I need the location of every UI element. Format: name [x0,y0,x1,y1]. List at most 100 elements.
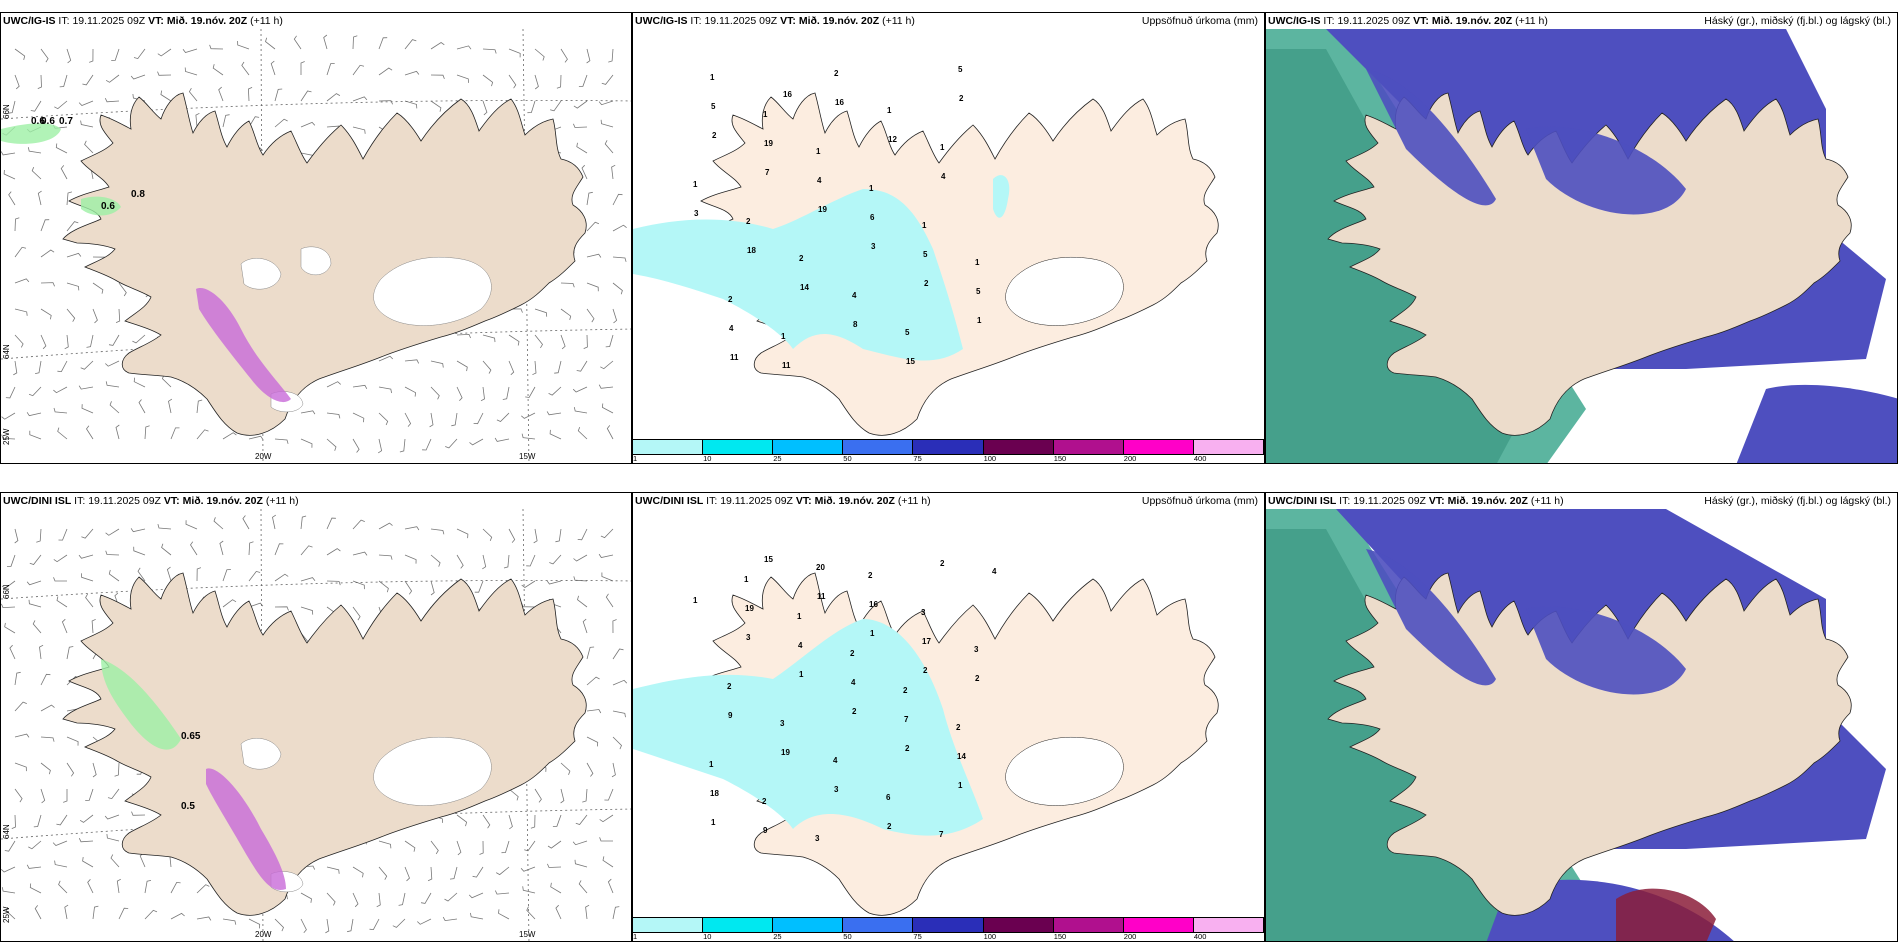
precip-shading [633,175,1010,361]
glaciers [1005,736,1124,806]
precip-value: 2 [868,571,873,580]
precip-value: 2 [923,666,928,675]
precip-value: 3 [746,633,751,642]
cloud-map [1266,509,1897,941]
precip-value: 1 [977,316,982,325]
wind-value-label: 0.8 [131,189,145,200]
wind-value-label: 0.6 [101,201,115,212]
panel-header: UWC/DINI ISL IT: 19.11.2025 09Z VT: Mið.… [3,495,299,507]
precip-value: 18 [710,789,719,798]
panel-igis-wind: UWC/IG-IS IT: 19.11.2025 09Z VT: Mið. 19… [0,12,632,464]
precip-value: 1 [797,612,802,621]
wind-values: 0.6 0.7 0.6 0.8 0.6 [31,116,145,212]
glaciers [240,246,492,413]
precip-value: 2 [728,295,733,304]
precip-value: 1 [922,221,927,230]
precip-value: 1 [869,184,874,193]
precip-value: 11 [817,592,826,601]
precip-value: 14 [800,283,809,292]
precip-value: 4 [729,324,734,333]
colorbar-swatch [633,440,704,454]
precip-shading [1,123,291,403]
precip-value: 1 [744,575,749,584]
colorbar-tick-label: 10 [703,454,712,463]
precip-value: 8 [853,320,858,329]
precip-value: 4 [992,567,997,576]
precip-value: 3 [921,608,926,617]
precip-value: 9 [728,711,733,720]
precip-value: 1 [781,332,786,341]
colorbar-swatch [1053,440,1124,454]
lat-label-64n: 64N [2,344,11,359]
lon-label-15w: 15W [519,452,536,461]
precip-value: 1 [975,258,980,267]
panel-header: UWC/IG-IS IT: 19.11.2025 09Z VT: Mið. 19… [3,15,283,27]
colorbar-ticks: 1 10 25 50 75 100 150 200 400 [633,454,1264,463]
panel-title: Háský (gr.), miðský (fj.bl.) og lágský (… [1704,15,1891,27]
precip-value: 2 [903,686,908,695]
wind-value-label: 0.5 [181,801,195,812]
panel-title: Uppsöfnuð úrkoma (mm) [1141,495,1258,507]
colorbar-tick-label: 75 [913,454,922,463]
precip-value: 2 [959,94,964,103]
precip-value: 2 [799,254,804,263]
precip-value: 3 [834,785,839,794]
precip-value: 4 [817,176,822,185]
precip-value: 19 [745,604,754,613]
lat-label-66n: 66N [2,584,11,599]
colorbar-swatch [1123,440,1194,454]
precip-value: 1 [940,143,945,152]
colorbar-tick-label: 150 [1053,454,1067,463]
colorbar-swatch [633,918,704,932]
cloud-overlay [1366,69,1686,215]
precip-value: 16 [869,600,878,609]
colorbar-swatch [1193,440,1264,454]
precip-value: 1 [711,818,716,827]
colorbar-swatch [913,440,984,454]
precip-value: 1 [710,73,715,82]
precip-value: 2 [924,279,929,288]
precip-value: 2 [834,69,839,78]
precip-value: 2 [850,649,855,658]
precip-value: 17 [922,637,931,646]
colorbar-swatch [843,918,914,932]
colorbar-tick-label: 75 [913,932,922,941]
wind-value-label: 0.6 [41,116,55,127]
precip-value: 1 [693,596,698,605]
precip-value: 7 [939,830,944,839]
precip-value: 2 [975,674,980,683]
colorbar-swatch [773,440,844,454]
panel-title: Uppsöfnuð úrkoma (mm) [1141,15,1258,27]
panel-header: UWC/DINI ISL IT: 19.11.2025 09Z VT: Mið.… [635,495,931,507]
precip-value: 2 [940,559,945,568]
precip-value: 19 [781,748,790,757]
precip-shading [633,619,983,836]
precip-value: 1 [870,629,875,638]
precip-value: 5 [976,287,981,296]
colorbar-tick-label: 400 [1193,932,1207,941]
lat-label-66n: 66N [2,104,11,119]
precip-value: 6 [886,793,891,802]
precip-value: 1 [709,760,714,769]
lat-label-25w: 25W [2,906,11,923]
colorbar-tick-label: 200 [1123,454,1137,463]
colorbar-swatch [1053,918,1124,932]
precip-value: 15 [764,555,773,564]
precip-value: 7 [765,168,770,177]
colorbar-swatch [773,918,844,932]
precip-value: 2 [727,682,732,691]
precip-value: 4 [833,756,838,765]
colorbar-swatch [913,918,984,932]
colorbar-tick-label: 25 [773,454,782,463]
precip-value: 2 [762,797,767,806]
precip-value: 11 [782,361,791,370]
colorbar [633,439,1264,455]
lon-label-20w: 20W [255,452,272,461]
precip-value: 19 [764,139,773,148]
lat-label-25w: 25W [2,428,11,445]
colorbar-swatch [843,440,914,454]
colorbar-tick-label: 1 [633,454,638,463]
colorbar-tick-label: 10 [703,932,712,941]
precip-value: 6 [870,213,875,222]
precip-value: 12 [888,135,897,144]
